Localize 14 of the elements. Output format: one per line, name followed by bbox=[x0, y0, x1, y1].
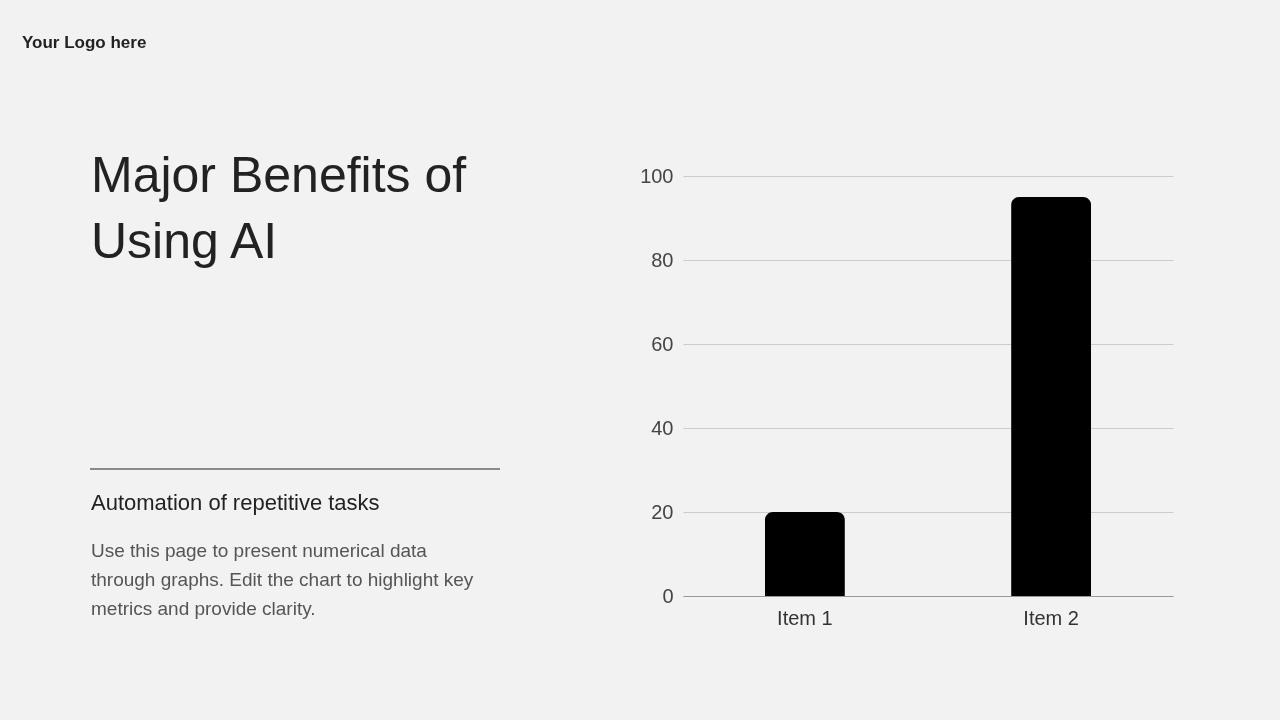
x-tick-label: Item 2 bbox=[1023, 606, 1079, 629]
x-tick-label: Item 1 bbox=[777, 606, 833, 629]
y-tick-label: 20 bbox=[651, 500, 674, 523]
y-tick-label: 80 bbox=[651, 248, 674, 271]
y-tick-label: 60 bbox=[651, 332, 674, 355]
y-tick-label: 100 bbox=[640, 164, 674, 187]
text: Automation of repetitive tasks bbox=[91, 490, 380, 515]
y-tick-label: 0 bbox=[662, 584, 674, 607]
text: Your Logo here bbox=[22, 33, 147, 52]
y-tick-label: 40 bbox=[651, 416, 674, 439]
text: Major Benefits of Using AI bbox=[91, 147, 467, 269]
text: metrics and provide clarity. bbox=[91, 598, 316, 619]
text: Use this page to present numerical data bbox=[91, 540, 428, 561]
text: through graphs. Edit the chart to highlight key bbox=[91, 569, 474, 590]
